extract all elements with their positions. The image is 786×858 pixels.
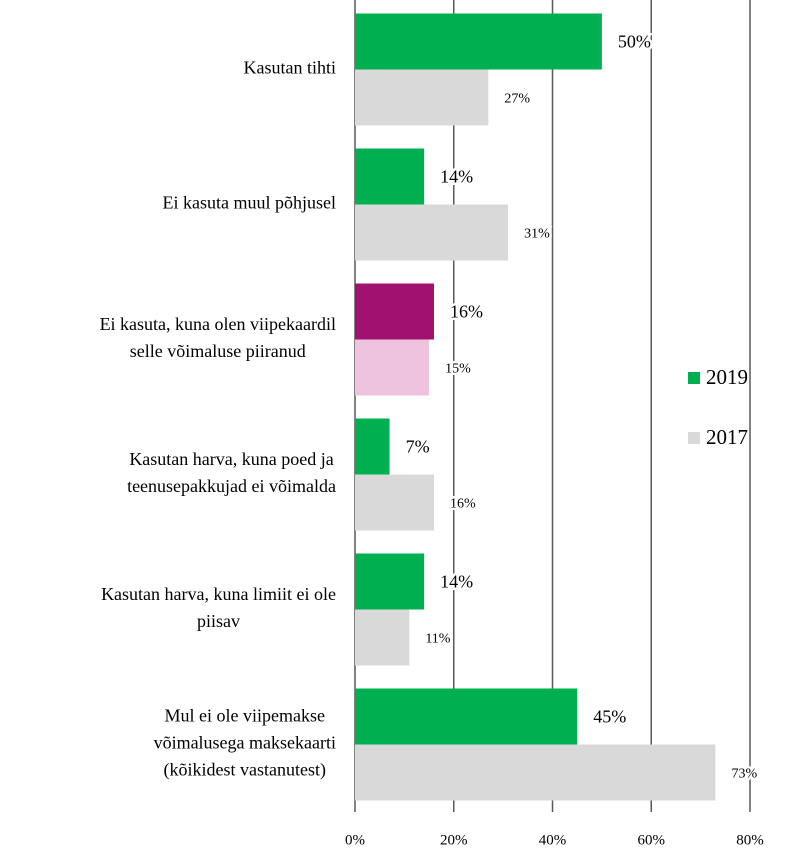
legend-label: 2017 [706, 425, 748, 449]
x-tick-label: 0% [345, 832, 365, 848]
x-tick-label: 60% [638, 832, 666, 848]
bar [355, 69, 489, 126]
value-label: 73% [731, 767, 757, 782]
bar [355, 744, 716, 801]
bar [355, 204, 509, 261]
legend-label: 2019 [706, 365, 748, 389]
value-label: 11% [425, 632, 450, 647]
x-tick-label: 40% [539, 832, 567, 848]
value-label: 16% [450, 497, 476, 512]
category-label: võimalusega maksekaarti [154, 733, 336, 753]
category-label: selle võimaluse piiranud [130, 341, 306, 361]
category-label: (kõikidest vastanutest) [164, 760, 326, 781]
value-label: 50% [618, 32, 651, 52]
category-label: Ei kasuta, kuna olen viipekaardil [100, 314, 336, 334]
legend-swatch [688, 432, 700, 444]
legend-swatch [688, 372, 700, 384]
value-label: 45% [593, 707, 626, 727]
category-label: Ei kasuta muul põhjusel [163, 193, 336, 213]
category-label: Kasutan harva, kuna poed ja [129, 449, 333, 469]
category-label: teenusepakkujad ei võimalda [127, 476, 336, 496]
bar [355, 553, 425, 610]
value-label: 15% [445, 362, 471, 377]
category-label: Kasutan harva, kuna limiit ei ole [101, 584, 336, 604]
bar [355, 474, 434, 531]
category-label: piisav [197, 611, 240, 631]
bar [355, 13, 602, 70]
category-label: Mul ei ole viipemakse [165, 706, 325, 726]
bar [355, 418, 390, 475]
category-label: Kasutan tihti [244, 58, 337, 78]
bar [355, 609, 410, 666]
x-tick-label: 80% [736, 832, 764, 848]
value-label: 27% [504, 92, 530, 107]
bar [355, 283, 434, 340]
bar [355, 339, 430, 396]
bar [355, 688, 578, 745]
bar [355, 148, 425, 205]
value-label: 14% [440, 572, 473, 592]
x-tick-label: 20% [440, 832, 468, 848]
value-label: 16% [450, 302, 483, 322]
value-label: 14% [440, 167, 473, 187]
value-label: 31% [524, 227, 550, 242]
value-label: 7% [406, 437, 430, 457]
